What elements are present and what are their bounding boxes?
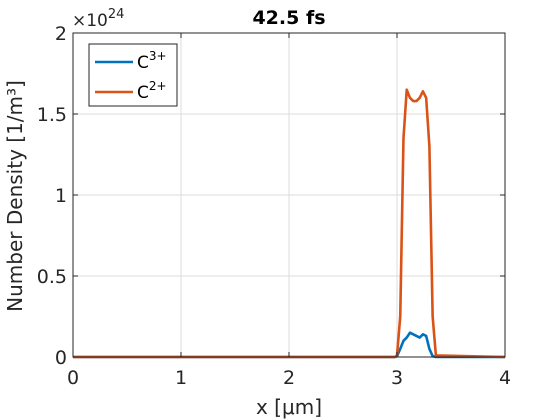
legend-label-c2: C2+ xyxy=(137,79,167,103)
x-tick-label: 3 xyxy=(391,367,403,389)
x-tick-label: 4 xyxy=(499,367,511,389)
axes xyxy=(72,32,506,358)
series-line-3plus xyxy=(73,331,505,359)
legend-box xyxy=(88,43,178,107)
y-tick-label: 0 xyxy=(55,347,67,369)
x-tick-label: 2 xyxy=(283,367,295,389)
y-tick-label: 2 xyxy=(55,23,67,45)
y-tick-label: 1 xyxy=(55,185,67,207)
series-line-2plus xyxy=(73,88,506,359)
tick-labels: 0 1 2 3 4 0 0.5 1 1.5 2 xyxy=(37,23,511,389)
x-tick-label: 0 xyxy=(67,367,79,389)
y-tick-label: 0.5 xyxy=(37,266,67,288)
chart-title: 42.5 fs xyxy=(252,7,325,29)
y-tick-label: 1.5 xyxy=(37,104,67,126)
legend: C3+ C2+ xyxy=(88,43,178,107)
x-tick-label: 1 xyxy=(175,367,187,389)
y-exponent-label: ×1024 xyxy=(72,7,124,31)
x-axis-label: x [μm] xyxy=(256,395,322,419)
y-axis-label: Number Density [1/m³] xyxy=(3,80,27,312)
legend-label-c3: C3+ xyxy=(137,49,167,73)
plot-series xyxy=(73,88,506,359)
